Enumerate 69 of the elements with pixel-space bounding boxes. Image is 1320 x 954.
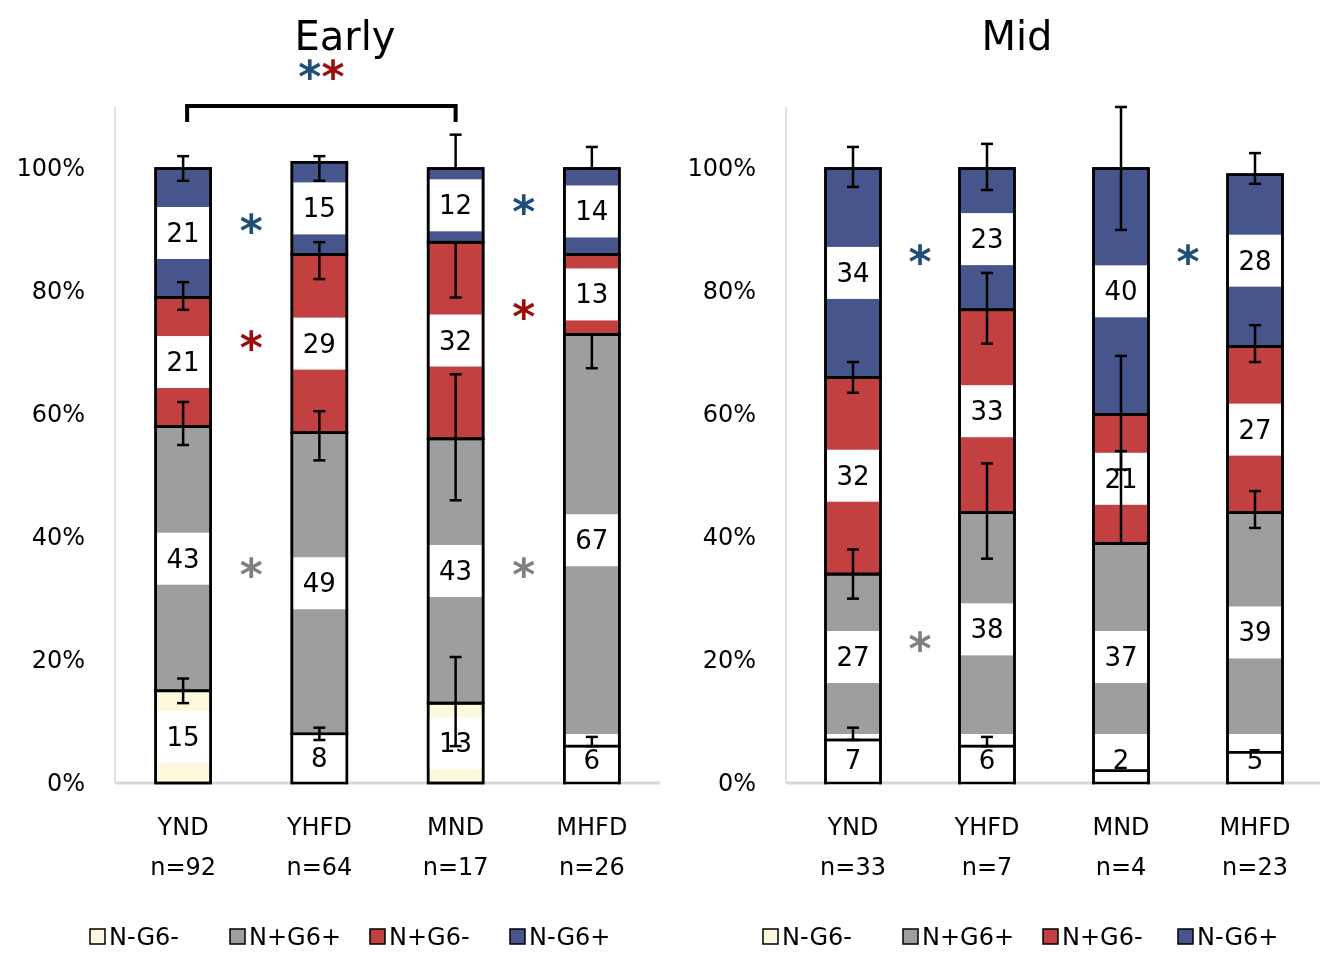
data-label: 34 — [836, 257, 870, 288]
data-label: 13 — [439, 728, 473, 759]
legend-label: N+G6- — [389, 923, 470, 951]
y-tick-label: 0% — [46, 769, 85, 797]
data-label: 43 — [439, 555, 473, 586]
legend-label: N+G6+ — [249, 923, 342, 951]
y-tick-label: 40% — [31, 523, 85, 552]
data-label: 8 — [311, 743, 328, 774]
y-tick-label: 20% — [31, 646, 85, 675]
x-tick-label: MND n=17 — [422, 813, 489, 881]
data-label: 37 — [1104, 642, 1138, 673]
data-label: 15 — [166, 721, 200, 752]
y-tick-label: 100% — [687, 154, 756, 183]
data-label: 15 — [302, 193, 336, 224]
data-label: 33 — [970, 396, 1004, 427]
chart-title: Mid — [981, 13, 1053, 59]
y-tick-label: 40% — [702, 523, 756, 552]
data-label: 5 — [1246, 745, 1264, 775]
y-tick-label: 0% — [717, 769, 756, 797]
data-label: 38 — [970, 614, 1004, 645]
y-tick-label: 100% — [16, 154, 85, 183]
annotation: * — [908, 622, 932, 674]
data-label: 21 — [166, 347, 200, 378]
data-label: 27 — [1238, 414, 1272, 445]
data-label: 49 — [302, 568, 336, 599]
data-label: 13 — [575, 279, 609, 310]
x-tick-label: YHFD n=64 — [285, 813, 353, 881]
data-label: 14 — [575, 196, 609, 227]
y-tick-label: 80% — [702, 277, 756, 306]
x-tick-label: YND n=33 — [820, 813, 886, 881]
data-label: 43 — [166, 543, 200, 574]
data-label: 28 — [1238, 245, 1272, 276]
annotation: * — [512, 290, 536, 342]
x-tick-label: YND n=92 — [150, 813, 217, 881]
annotation: * — [1176, 235, 1200, 287]
data-label: 6 — [978, 745, 996, 775]
annotation: * — [512, 186, 536, 238]
legend-label: N+G6+ — [922, 923, 1015, 951]
x-tick-label: YHFD n=7 — [953, 813, 1020, 881]
annotation: * — [908, 235, 932, 287]
data-label: 39 — [1238, 617, 1272, 648]
x-tick-label: MND n=4 — [1092, 813, 1150, 881]
annotation: * — [239, 549, 263, 601]
data-label: 7 — [844, 745, 862, 775]
data-label: 6 — [583, 745, 601, 775]
legend-label: N+G6- — [1062, 923, 1143, 951]
x-tick-label: MHFD n=23 — [1219, 813, 1291, 881]
data-label: 32 — [836, 460, 870, 491]
annotation: * — [512, 549, 536, 601]
annotation: * — [239, 204, 263, 256]
data-label: 32 — [439, 325, 473, 356]
legend-label: N-G6+ — [1197, 923, 1279, 951]
y-tick-label: 60% — [31, 400, 85, 429]
data-label: 2 — [1112, 745, 1130, 775]
data-label: 40 — [1104, 276, 1138, 307]
data-label: 27 — [836, 642, 870, 673]
legend-label: N-G6- — [109, 923, 180, 951]
legend-label: N-G6- — [782, 923, 853, 951]
data-label: 21 — [166, 217, 200, 248]
y-tick-label: 80% — [31, 277, 85, 306]
x-tick-label: MHFD n=26 — [556, 813, 628, 881]
data-label: 23 — [970, 224, 1004, 255]
data-label: 29 — [302, 328, 336, 359]
data-label: 67 — [575, 525, 609, 556]
y-tick-label: 20% — [702, 646, 756, 675]
data-label: 12 — [439, 190, 473, 221]
legend-label: N-G6+ — [529, 923, 611, 951]
y-tick-label: 60% — [702, 400, 756, 429]
annotation: * — [239, 321, 263, 373]
